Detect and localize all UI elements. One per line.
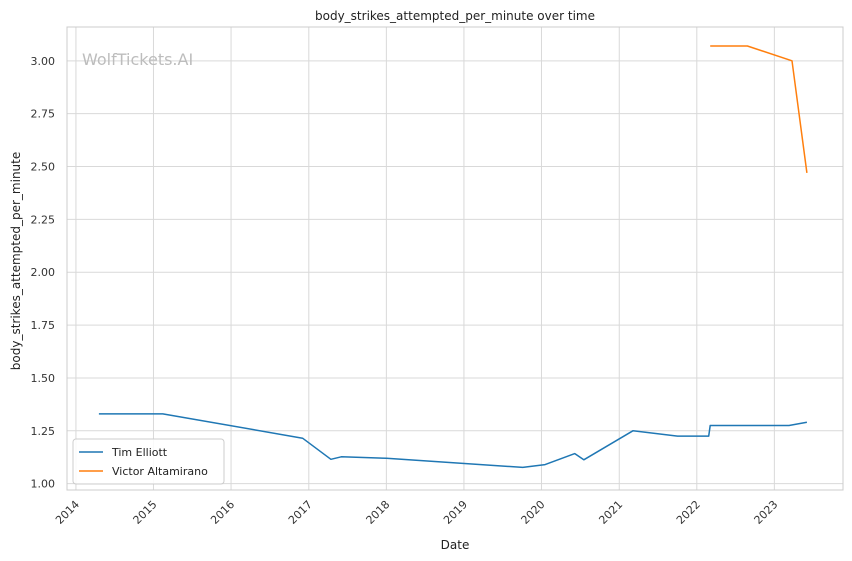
legend-label: Tim Elliott [111, 446, 168, 459]
y-tick-label: 1.00 [31, 478, 56, 491]
y-tick-label: 2.50 [31, 161, 56, 174]
series-line [710, 45, 808, 173]
y-tick-label: 2.75 [31, 108, 56, 121]
legend-box [72, 438, 225, 485]
y-tick-label: 2.00 [31, 266, 56, 279]
y-tick-label: 1.50 [31, 372, 56, 385]
series-line [98, 413, 808, 469]
y-axis-title: body_strikes_attempted_per_minute [9, 152, 23, 370]
y-axis-ticks: 1.00 1.25 1.50 1.75 2.00 2.25 2.50 2.75 3.00 [31, 55, 56, 491]
x-axis-title: Date [441, 538, 470, 552]
legend-label: Victor Altamirano [112, 465, 208, 478]
series-lines [98, 45, 808, 469]
chart-title: body_strikes_attempted_per_minute over t… [315, 9, 595, 23]
y-tick-label: 3.00 [31, 55, 56, 68]
y-tick-label: 1.75 [31, 319, 56, 332]
y-tick-label: 2.25 [31, 213, 56, 226]
y-tick-label: 1.25 [31, 425, 56, 438]
legend: Tim Elliott Victor Altamirano [72, 438, 225, 485]
plot-frame [66, 26, 844, 491]
grid [67, 27, 843, 490]
watermark: WolfTickets.AI [82, 50, 193, 69]
